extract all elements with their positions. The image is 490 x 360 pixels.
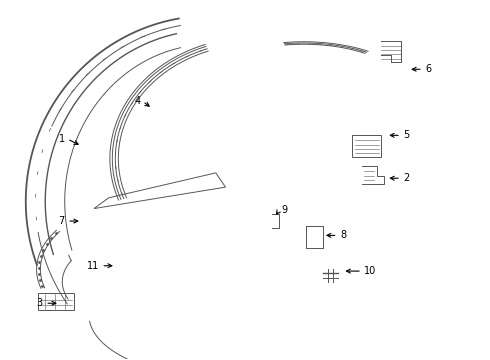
Text: 7: 7 (58, 216, 65, 226)
Text: 5: 5 (403, 130, 410, 140)
Text: 10: 10 (365, 266, 377, 276)
Text: 11: 11 (87, 261, 99, 271)
Text: 3: 3 (37, 298, 43, 308)
Text: 1: 1 (59, 134, 65, 144)
Text: 9: 9 (282, 205, 288, 215)
Text: 8: 8 (340, 230, 346, 240)
Text: 4: 4 (134, 96, 140, 107)
Text: 6: 6 (425, 64, 431, 74)
Text: 2: 2 (403, 173, 410, 183)
